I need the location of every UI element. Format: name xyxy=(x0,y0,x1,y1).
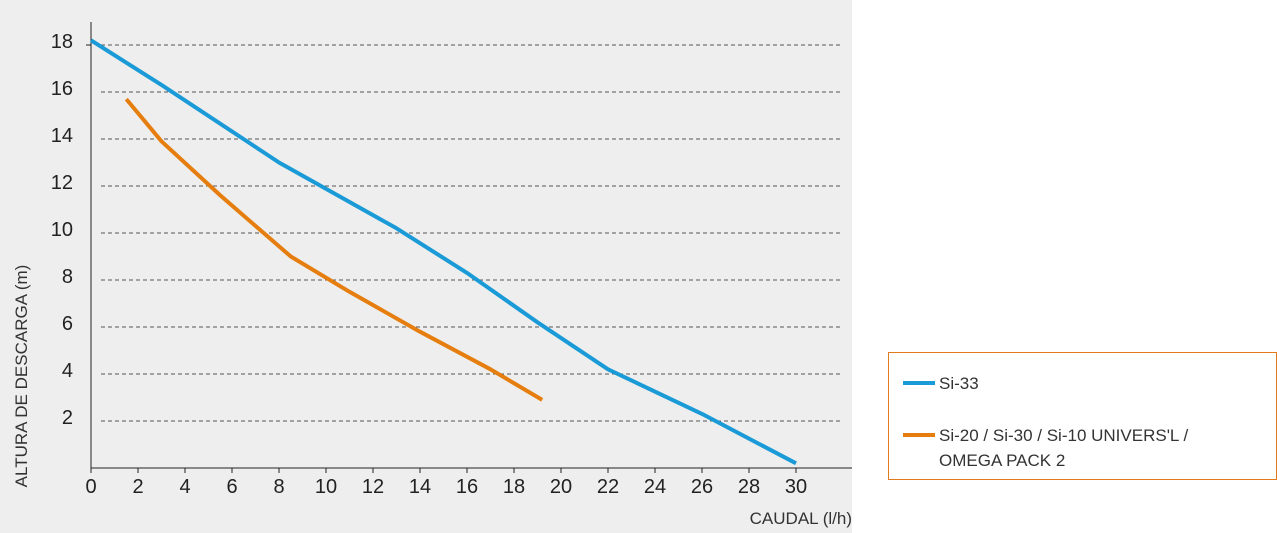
legend-swatch-si-33 xyxy=(903,381,935,385)
series-layer xyxy=(89,38,797,466)
x-tick-label-8: 8 xyxy=(273,476,284,498)
y-axis-title: ALTURA DE DESCARGA (m) xyxy=(12,265,31,488)
y-tick-label-4: 4 xyxy=(62,360,73,382)
x-tick-label-18: 18 xyxy=(503,476,525,498)
x-tick-label-0: 0 xyxy=(85,476,96,498)
x-tick-label-10: 10 xyxy=(315,476,337,498)
x-tick-label-22: 22 xyxy=(597,476,619,498)
x-tick-label-20: 20 xyxy=(550,476,572,498)
chart-panel: 2 4 6 8 10 12 14 16 18 0 2 4 6 8 10 12 14 16 18 20 22 24 26 28 3… xyxy=(0,0,852,533)
series-line-0 xyxy=(89,38,797,466)
x-tick-label-6: 6 xyxy=(226,476,237,498)
legend-swatch-si-20 xyxy=(903,433,935,437)
axes-layer xyxy=(90,22,852,469)
y-tick-label-14: 14 xyxy=(51,125,73,147)
legend: Si-33 Si-20 / Si-30 / Si-10 UNIVERS'L / … xyxy=(888,352,1277,480)
y-tick-label-6: 6 xyxy=(62,313,73,335)
legend-label-si-20: Si-20 / Si-30 / Si-10 UNIVERS'L / OMEGA … xyxy=(939,426,1189,470)
chart-background xyxy=(0,0,852,533)
y-tick-label-16: 16 xyxy=(51,78,73,100)
x-tick-label-12: 12 xyxy=(362,476,384,498)
x-tick-label-16: 16 xyxy=(456,476,478,498)
x-tick-label-4: 4 xyxy=(179,476,190,498)
y-tick-label-10: 10 xyxy=(51,219,73,241)
x-tick-label-30: 30 xyxy=(785,476,807,498)
x-tick-label-2: 2 xyxy=(132,476,143,498)
y-tick-label-18: 18 xyxy=(51,31,73,53)
y-tick-label-2: 2 xyxy=(62,407,73,429)
series-line-1 xyxy=(124,97,544,402)
x-tick-label-28: 28 xyxy=(738,476,760,498)
y-tick-label-12: 12 xyxy=(51,172,73,194)
legend-item-si-33: Si-33 xyxy=(903,371,979,396)
x-tick-label-14: 14 xyxy=(409,476,431,498)
legend-label-si-33: Si-33 xyxy=(939,374,979,393)
x-tick-label-26: 26 xyxy=(691,476,713,498)
x-axis-title: CAUDAL (l/h) xyxy=(750,509,852,528)
x-tick-label-24: 24 xyxy=(644,476,666,498)
y-tick-label-8: 8 xyxy=(62,266,73,288)
legend-item-si-20: Si-20 / Si-30 / Si-10 UNIVERS'L / OMEGA … xyxy=(903,423,1188,473)
